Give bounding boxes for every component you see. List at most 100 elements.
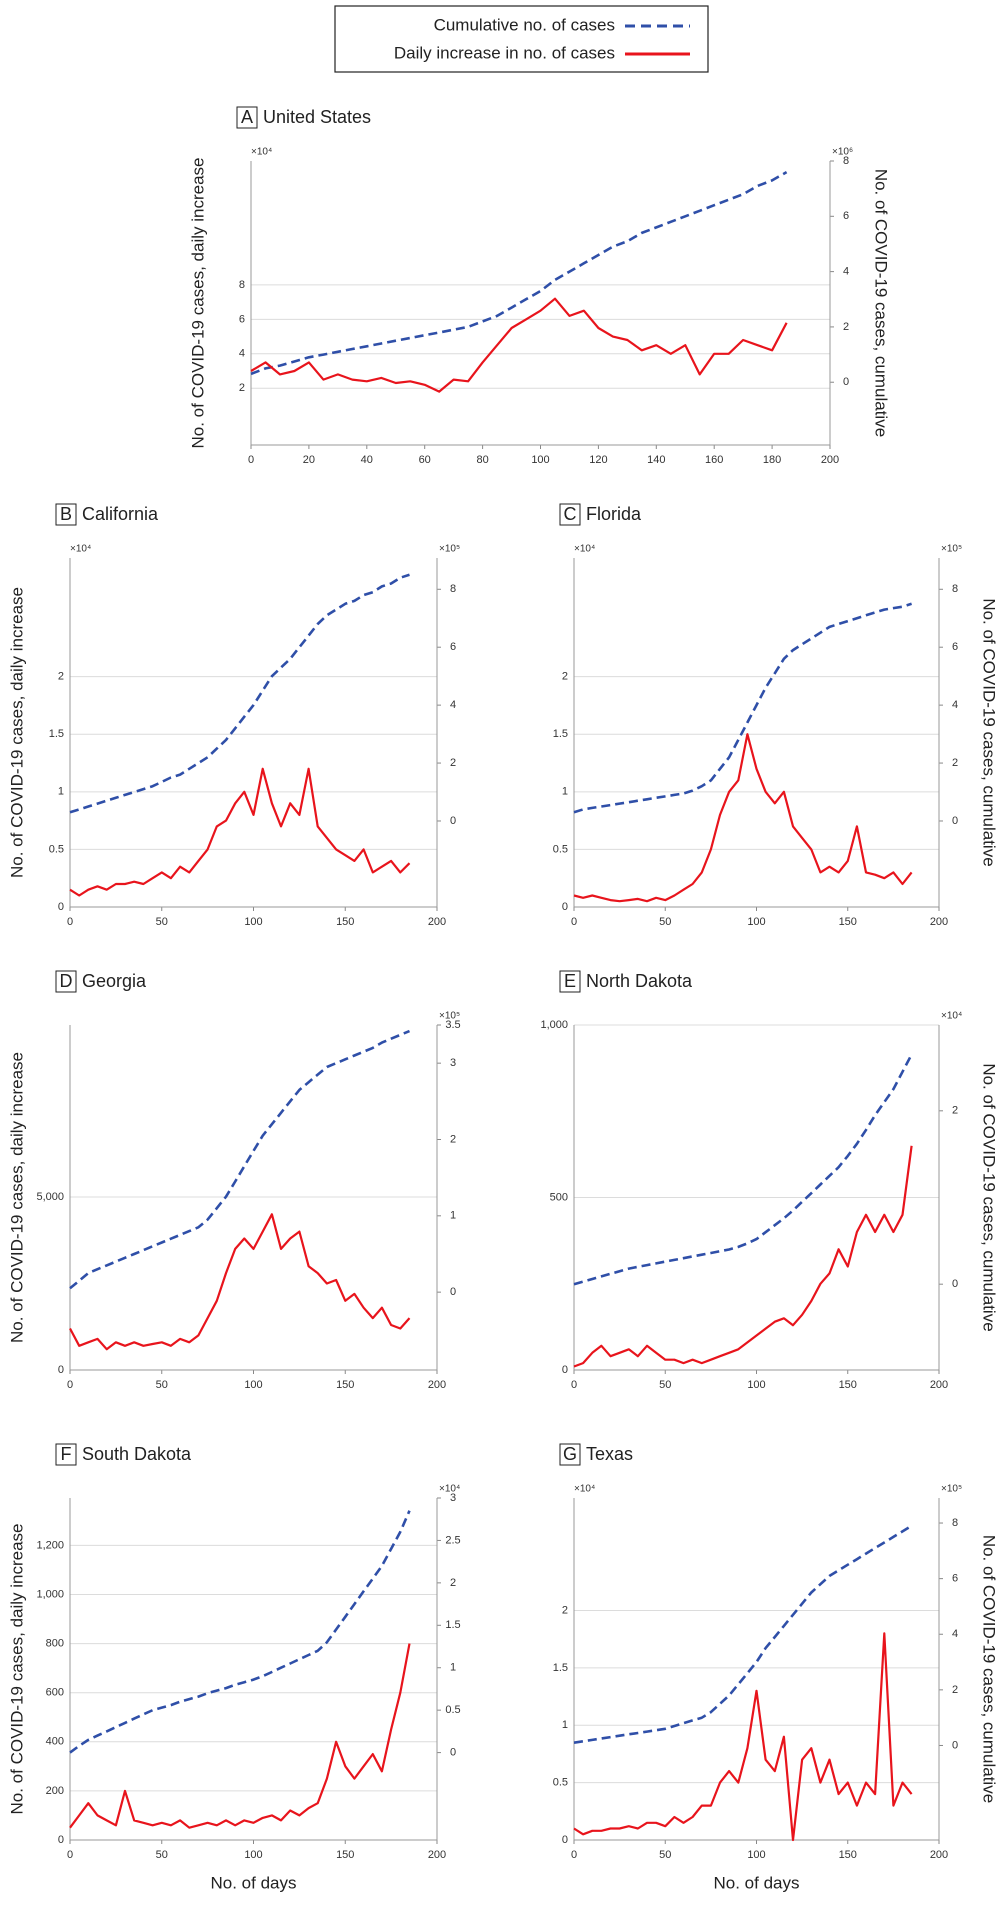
y-tick-label: 400	[46, 1736, 64, 1748]
y2-tick-label: 3	[450, 1492, 456, 1504]
y-tick-label: 1,200	[36, 1539, 64, 1551]
series-line	[69, 1213, 411, 1351]
y2-tick-label: 8	[952, 1517, 958, 1529]
x-tick-label: 200	[428, 1379, 446, 1391]
y2-tick-label: 8	[450, 583, 456, 595]
y2-tick-label: 0	[450, 1746, 456, 1758]
y2-tick-label: 2	[952, 1105, 958, 1117]
panel-letter-box	[559, 503, 581, 526]
y2-tick-label: 0	[450, 815, 456, 827]
series-line	[69, 1510, 411, 1754]
x-tick-label: 100	[531, 454, 549, 466]
x-tick-label: 100	[244, 1379, 262, 1391]
y2-tick-label: 0	[952, 1739, 958, 1751]
x-tick-label: 20	[303, 454, 315, 466]
x-tick-label: 0	[571, 1849, 577, 1861]
x-tick-label: 200	[428, 916, 446, 928]
y-tick-label: 0	[562, 1834, 568, 1846]
panel-letter-box	[55, 503, 77, 526]
y-tick-label: 0.5	[49, 843, 64, 855]
panel-letter: G	[563, 1444, 577, 1464]
y2-tick-label: 1	[450, 1210, 456, 1222]
y2-tick-label: 2	[952, 757, 958, 769]
y-axis-label: No. of COVID-19 cases, daily increase	[7, 587, 26, 878]
x-tick-label: 0	[571, 916, 577, 928]
x-tick-label: 0	[67, 1849, 73, 1861]
y2-tick-label: 6	[843, 210, 849, 222]
y-tick-label: 1	[562, 786, 568, 798]
y-tick-label: 1	[58, 786, 64, 798]
x-tick-label: 50	[659, 1849, 671, 1861]
series-line	[250, 170, 788, 376]
series-line	[250, 297, 788, 393]
y-tick-label: 1.5	[49, 728, 64, 740]
x-tick-label: 100	[747, 1379, 765, 1391]
x-tick-label: 150	[839, 1849, 857, 1861]
y2-multiplier: ×10⁴	[439, 1484, 460, 1495]
y-tick-label: 2	[562, 671, 568, 683]
x-tick-label: 150	[839, 1379, 857, 1391]
x-tick-label: 100	[747, 1849, 765, 1861]
series-line	[69, 1029, 410, 1290]
y2-axis-label: No. of COVID-19 cases, cumulative	[980, 1063, 999, 1331]
x-tick-label: 200	[930, 1379, 948, 1391]
y2-multiplier: ×10⁶	[832, 147, 853, 158]
y-axis-label: No. of COVID-19 cases, daily increase	[7, 1523, 26, 1814]
y-tick-label: 2	[58, 671, 64, 683]
panel-letter: E	[564, 971, 576, 991]
y-tick-label: 4	[239, 348, 245, 360]
x-tick-label: 120	[589, 454, 607, 466]
y2-multiplier: ×10⁵	[941, 544, 962, 555]
series-line	[573, 1145, 913, 1368]
y2-tick-label: 1.5	[445, 1619, 460, 1631]
y2-tick-label: 8	[952, 583, 958, 595]
x-tick-label: 0	[571, 1379, 577, 1391]
y2-axis-label: No. of COVID-19 cases, cumulative	[872, 169, 891, 437]
legend-box	[334, 5, 709, 73]
x-tick-label: 200	[428, 1849, 446, 1861]
panel-letter: A	[241, 107, 253, 127]
y2-tick-label: 2	[450, 1133, 456, 1145]
panel-letter-box	[236, 106, 258, 129]
y2-tick-label: 0	[952, 1278, 958, 1290]
x-tick-label: 50	[156, 916, 168, 928]
x-tick-label: 200	[930, 916, 948, 928]
y2-tick-label: 0.5	[445, 1704, 460, 1716]
y-tick-label: 1	[562, 1719, 568, 1731]
x-tick-label: 180	[763, 454, 781, 466]
y-tick-label: 6	[239, 313, 245, 325]
series-line	[573, 1053, 913, 1286]
y-tick-label: 0	[58, 1834, 64, 1846]
y2-tick-label: 4	[952, 699, 958, 711]
panel-letter: C	[564, 504, 577, 524]
y-tick-label: 0.5	[553, 1777, 568, 1789]
y2-tick-label: 0	[450, 1286, 456, 1298]
x-tick-label: 100	[244, 1849, 262, 1861]
y-tick-label: 5,000	[36, 1191, 64, 1203]
y-multiplier: ×10⁴	[251, 147, 272, 158]
x-tick-label: 150	[839, 916, 857, 928]
y2-axis-label: No. of COVID-19 cases, cumulative	[980, 598, 999, 866]
x-tick-label: 160	[705, 454, 723, 466]
x-tick-label: 150	[336, 1379, 354, 1391]
y-tick-label: 1,000	[540, 1019, 568, 1031]
panel-letter-box	[55, 1443, 77, 1466]
panel-letter-box	[55, 970, 77, 993]
y-tick-label: 1.5	[553, 1662, 568, 1674]
x-tick-label: 60	[419, 454, 431, 466]
y2-tick-label: 6	[952, 1573, 958, 1585]
y2-multiplier: ×10⁵	[439, 1011, 460, 1022]
y-multiplier: ×10⁴	[574, 544, 595, 555]
y2-tick-label: 6	[450, 641, 456, 653]
x-tick-label: 0	[248, 454, 254, 466]
y2-tick-label: 3	[450, 1057, 456, 1069]
panel-letter-box	[559, 970, 581, 993]
y2-multiplier: ×10⁵	[941, 1484, 962, 1495]
y2-tick-label: 1	[450, 1662, 456, 1674]
y-tick-label: 500	[550, 1191, 568, 1203]
y-tick-label: 0.5	[553, 843, 568, 855]
legend: Cumulative no. of cases Daily increase i…	[334, 5, 709, 73]
x-tick-label: 50	[156, 1379, 168, 1391]
x-axis-label: No. of days	[714, 1873, 800, 1892]
